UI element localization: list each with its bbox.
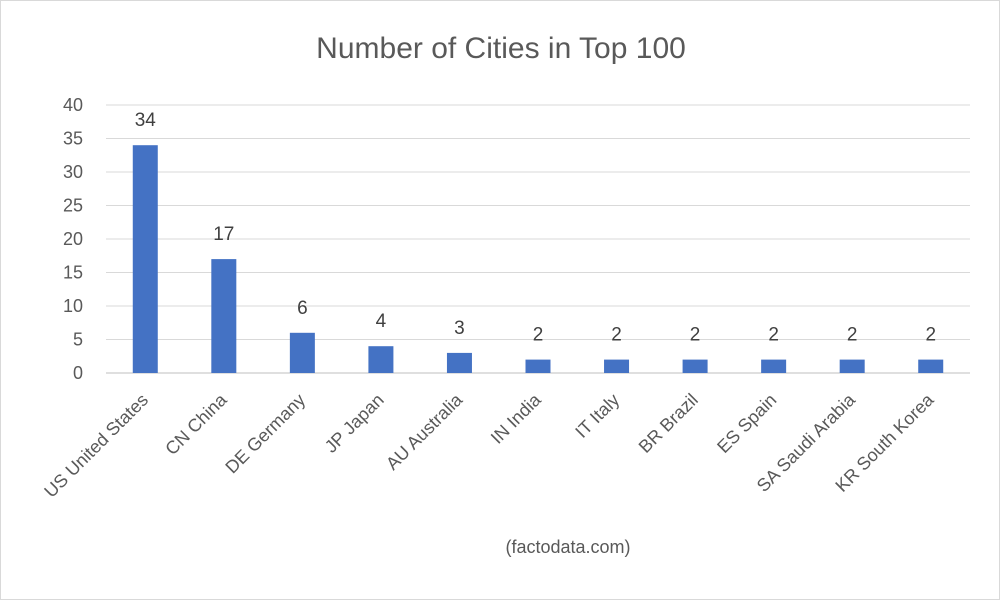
data-labels: 34 17 6 4 3 2 2 2 2 2 2 bbox=[135, 110, 936, 345]
data-label: 2 bbox=[925, 325, 936, 346]
bar bbox=[446, 352, 472, 373]
gridlines bbox=[106, 104, 970, 374]
y-tick-label: 15 bbox=[63, 263, 83, 283]
y-tick-label: 30 bbox=[63, 162, 83, 182]
chart-title: Number of Cities in Top 100 bbox=[316, 32, 686, 65]
bars bbox=[132, 145, 944, 373]
data-label: 3 bbox=[454, 318, 465, 339]
bar bbox=[761, 359, 787, 373]
data-label: 6 bbox=[297, 298, 308, 319]
bar bbox=[839, 359, 865, 373]
category-label: CN China bbox=[161, 389, 231, 459]
data-label: 2 bbox=[847, 325, 858, 346]
category-label: AU Australia bbox=[382, 389, 467, 474]
y-tick-label: 40 bbox=[63, 95, 83, 115]
data-label: 2 bbox=[768, 325, 779, 346]
bar bbox=[604, 359, 630, 373]
category-label: BR Brazil bbox=[635, 390, 702, 457]
bar bbox=[132, 145, 158, 373]
bar bbox=[211, 259, 237, 373]
y-axis-ticks: 0 5 10 15 20 25 30 35 40 bbox=[63, 95, 83, 383]
data-label: 34 bbox=[135, 110, 157, 131]
bar bbox=[525, 359, 551, 373]
bar bbox=[368, 346, 394, 373]
bar bbox=[289, 332, 315, 373]
y-tick-label: 0 bbox=[73, 363, 83, 383]
y-tick-label: 5 bbox=[73, 330, 83, 350]
category-label: JP Japan bbox=[321, 390, 388, 457]
data-label: 2 bbox=[533, 325, 544, 346]
data-label: 17 bbox=[213, 224, 234, 245]
source-label: (factodata.com) bbox=[505, 537, 630, 557]
category-label: US United States bbox=[40, 390, 152, 502]
y-tick-label: 20 bbox=[63, 229, 83, 249]
y-tick-label: 25 bbox=[63, 196, 83, 216]
y-tick-label: 35 bbox=[63, 129, 83, 149]
category-label: ES Spain bbox=[713, 390, 780, 457]
bar bbox=[682, 359, 708, 373]
y-tick-label: 10 bbox=[63, 296, 83, 316]
data-label: 4 bbox=[376, 311, 387, 332]
category-label: IT Italy bbox=[571, 390, 623, 442]
data-label: 2 bbox=[690, 325, 701, 346]
category-label: IN India bbox=[487, 389, 546, 448]
category-label: DE Germany bbox=[221, 390, 309, 478]
data-label: 2 bbox=[611, 325, 622, 346]
bar bbox=[918, 359, 944, 373]
